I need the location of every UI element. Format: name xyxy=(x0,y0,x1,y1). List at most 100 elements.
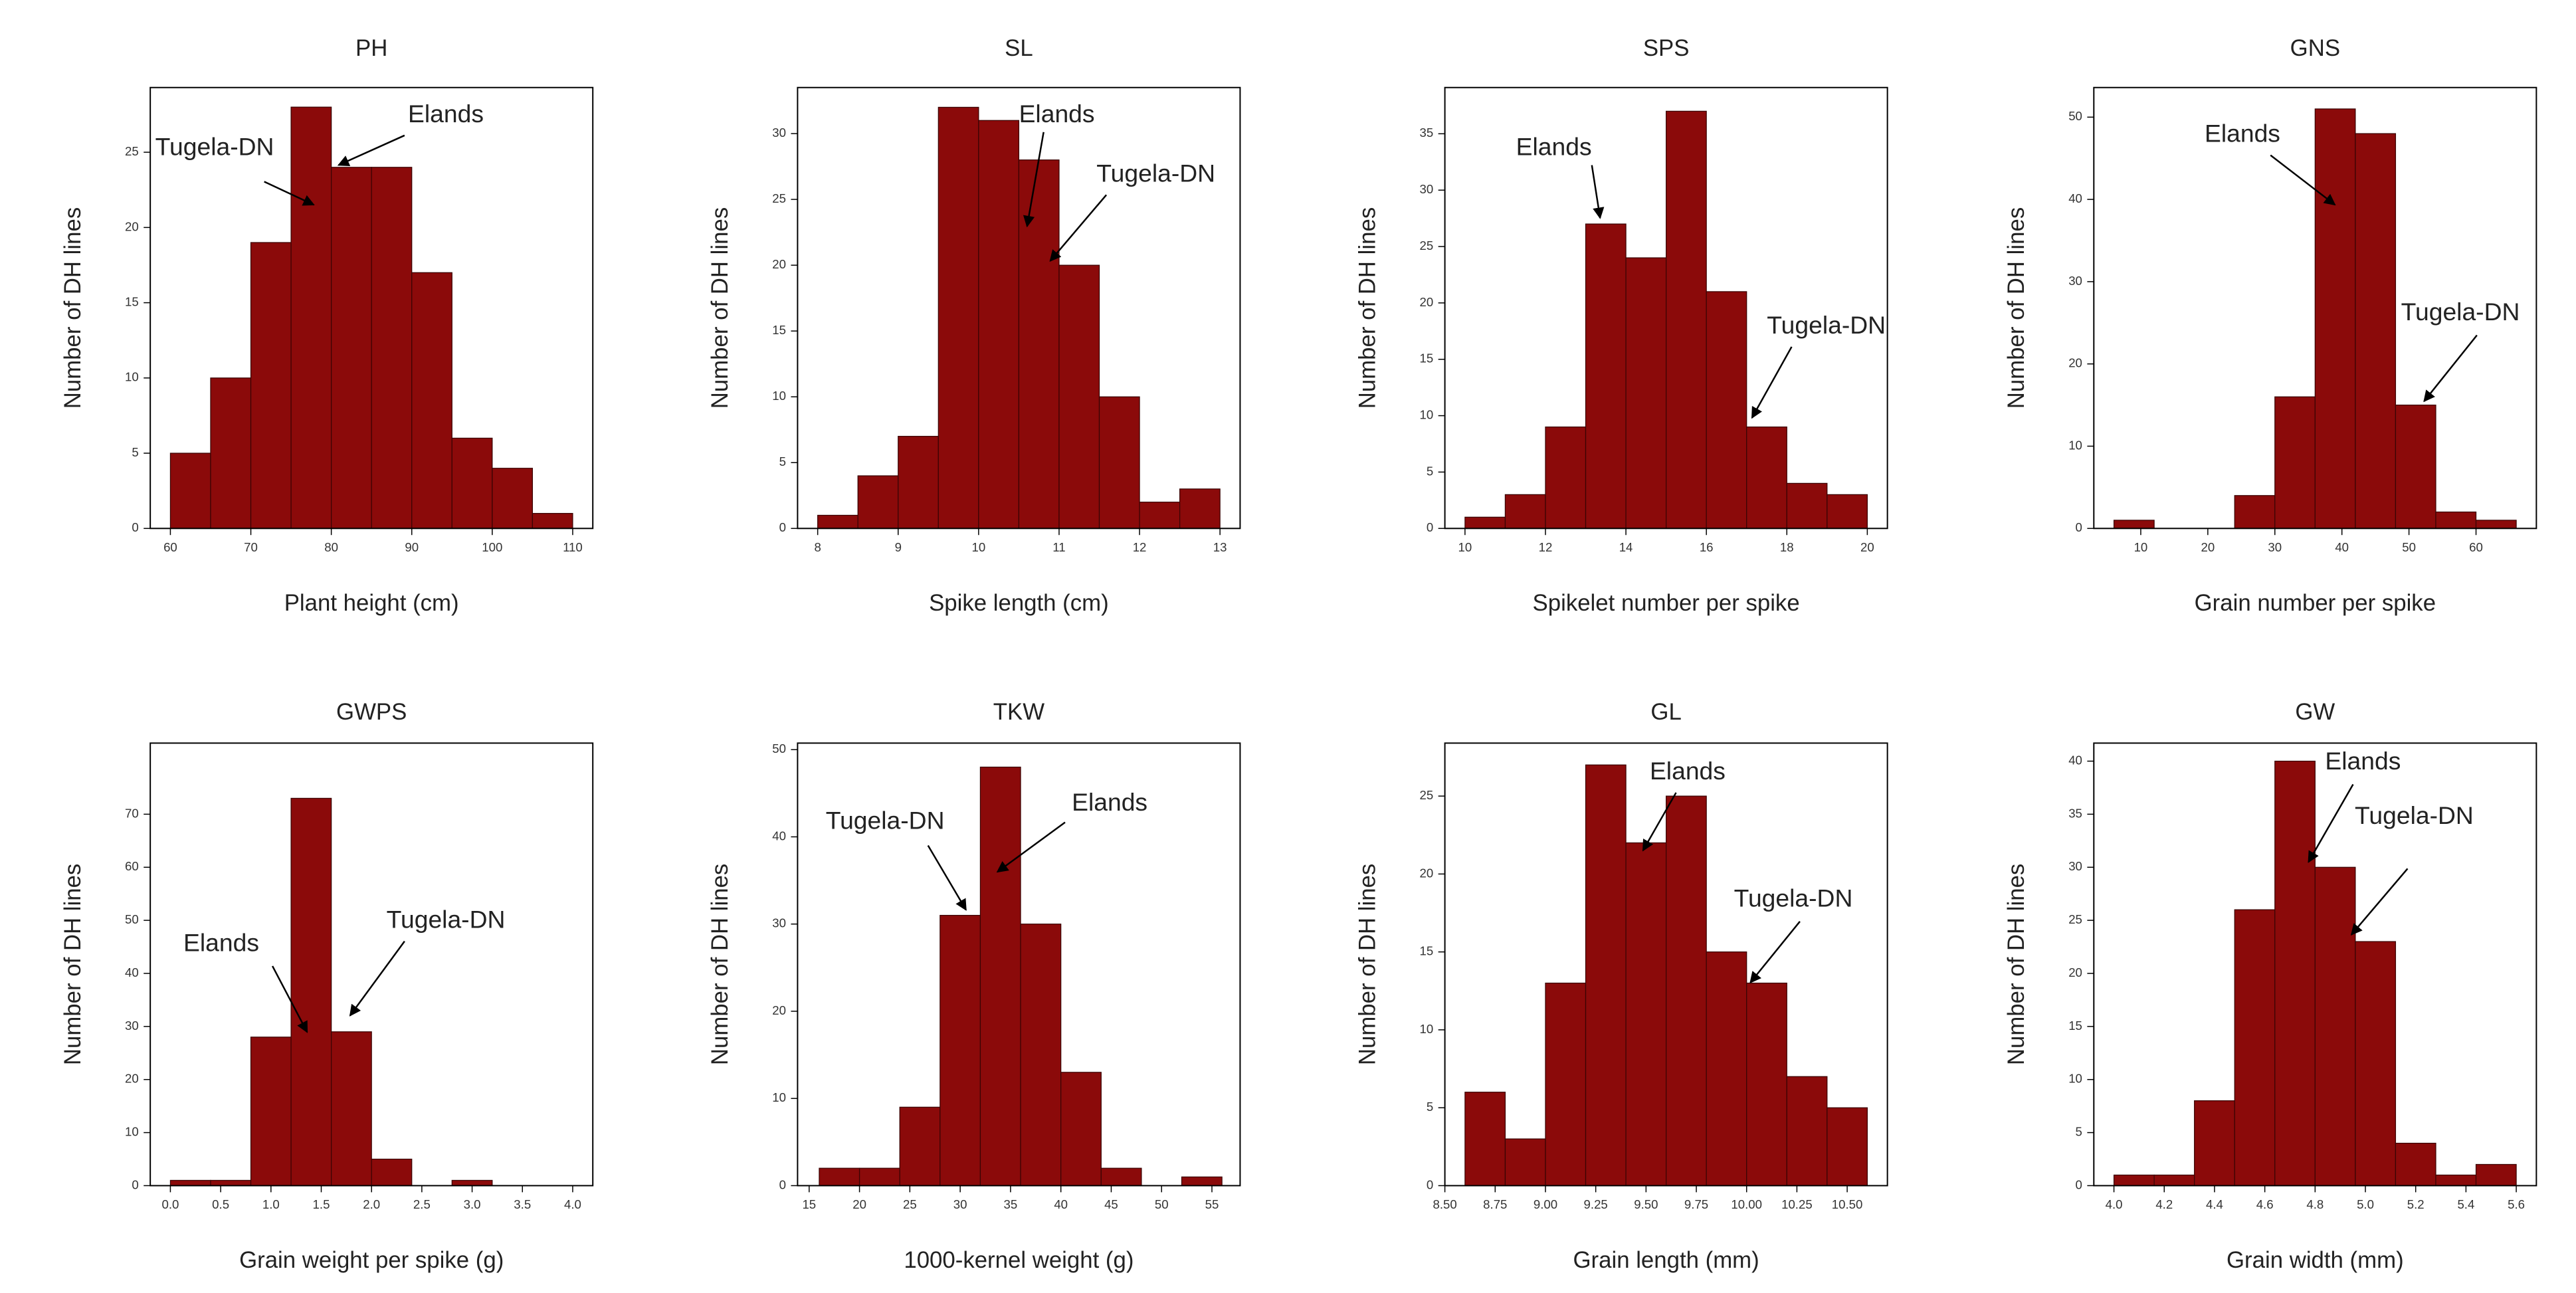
x-axis-label: Grain width (mm) xyxy=(2227,1248,2404,1273)
x-tick-label: 3.5 xyxy=(514,1197,531,1211)
bar xyxy=(1058,264,1100,529)
y-axis-label: Number of DH lines xyxy=(708,207,733,409)
panel-title: PH xyxy=(355,36,387,61)
y-tick-label: 25 xyxy=(772,191,786,205)
y-tick-label: 30 xyxy=(125,1019,139,1033)
y-tick-label: 15 xyxy=(2068,1019,2082,1033)
y-tick-label: 10 xyxy=(1419,1022,1433,1036)
annotation: Tugela-DN xyxy=(1767,311,1886,339)
bar xyxy=(2395,404,2436,529)
x-tick-label: 1.0 xyxy=(262,1197,280,1211)
bar xyxy=(532,513,573,529)
y-tick-label: 25 xyxy=(2068,912,2082,926)
bar xyxy=(371,167,413,529)
bar xyxy=(371,1158,413,1187)
histogram-panel: GL Grain length (mm) Number of DH lines 8.5… xyxy=(1355,700,1888,1273)
histogram-panel: GW Grain width (mm) Number of DH lines 4.0 4… xyxy=(2004,700,2537,1273)
bar xyxy=(2113,520,2155,529)
x-tick-label: 9 xyxy=(895,540,902,554)
y-tick-label: 20 xyxy=(1419,295,1433,309)
y-tick-label: 20 xyxy=(772,257,786,271)
bar xyxy=(2475,1163,2517,1187)
y-tick-label: 15 xyxy=(1419,944,1433,958)
y-axis-label: Number of DH lines xyxy=(708,864,733,1065)
x-tick-label: 4.0 xyxy=(2106,1197,2123,1211)
y-tick-label: 0 xyxy=(2076,1177,2082,1191)
bar xyxy=(2475,520,2517,529)
bar xyxy=(2314,866,2356,1187)
bar xyxy=(210,1179,252,1187)
x-tick-label: 80 xyxy=(324,540,338,554)
bar xyxy=(978,120,1020,529)
bar xyxy=(250,242,292,529)
x-tick-label: 16 xyxy=(1700,540,1714,554)
y-axis-label: Number of DH lines xyxy=(60,864,86,1065)
x-tick-label: 8.75 xyxy=(1483,1197,1507,1211)
panel-title: GW xyxy=(2295,700,2335,725)
bar xyxy=(1666,795,1707,1187)
y-tick-label: 10 xyxy=(772,1090,786,1104)
x-tick-label: 0.5 xyxy=(212,1197,229,1211)
y-tick-label: 30 xyxy=(2068,274,2082,288)
annotation: Tugela-DN xyxy=(826,807,945,835)
annotation-arrow xyxy=(927,845,967,911)
y-tick-label: 50 xyxy=(772,742,786,755)
y-tick-label: 15 xyxy=(125,295,139,309)
bar xyxy=(1179,488,1221,529)
x-tick-label: 9.75 xyxy=(1684,1197,1708,1211)
y-tick-label: 25 xyxy=(1419,788,1433,802)
x-tick-label: 50 xyxy=(2402,540,2416,554)
annotation: Tugela-DN xyxy=(1096,159,1215,187)
y-tick-label: 60 xyxy=(125,859,139,873)
annotation-arrow xyxy=(996,821,1066,873)
plot-frame xyxy=(2093,86,2537,530)
bar xyxy=(1504,1138,1546,1187)
x-tick-label: 9.00 xyxy=(1534,1197,1557,1211)
bar xyxy=(1060,1072,1102,1187)
bar xyxy=(1706,951,1747,1187)
bar xyxy=(1625,842,1667,1187)
x-tick-label: 40 xyxy=(2335,540,2349,554)
bar xyxy=(2234,495,2276,529)
annotation-arrow xyxy=(349,940,405,1017)
x-tick-label: 10.50 xyxy=(1832,1197,1863,1211)
histogram-panel: GWPS Grain weight per spike (g) Number of … xyxy=(60,700,594,1273)
panel-title: SL xyxy=(1005,36,1033,61)
annotation: Tugela-DN xyxy=(1734,884,1853,912)
bar xyxy=(858,1167,900,1187)
bar xyxy=(411,272,452,529)
x-tick-label: 5.0 xyxy=(2357,1197,2374,1211)
histogram-panel: TKW 1000-kernel weight (g) Number of DH li… xyxy=(708,700,1241,1273)
y-tick-label: 40 xyxy=(2068,753,2082,767)
x-tick-label: 55 xyxy=(1205,1197,1219,1211)
y-tick-label: 0 xyxy=(2076,520,2082,534)
x-tick-label: 50 xyxy=(1155,1197,1169,1211)
annotation: Elands xyxy=(183,928,259,956)
histogram-panel: PH Plant height (cm) Number of DH lines 60 7… xyxy=(60,36,594,616)
x-tick-label: 35 xyxy=(1004,1197,1018,1211)
bar xyxy=(1786,1076,1828,1187)
annotation-arrow xyxy=(264,181,315,206)
bar xyxy=(940,914,981,1187)
bar xyxy=(979,766,1021,1187)
histogram-panel: GNS Grain number per spike Number of DH li… xyxy=(2004,36,2537,616)
bar xyxy=(451,1179,493,1187)
bar xyxy=(1545,982,1587,1187)
y-tick-label: 40 xyxy=(772,829,786,843)
y-tick-label: 20 xyxy=(125,1072,139,1086)
x-tick-label: 12 xyxy=(1133,540,1147,554)
x-tick-label: 110 xyxy=(563,540,583,554)
bar xyxy=(1545,426,1587,529)
bar xyxy=(169,1179,211,1187)
x-axis-label: Grain number per spike xyxy=(2195,591,2436,616)
x-tick-label: 10.25 xyxy=(1781,1197,1813,1211)
y-tick-label: 5 xyxy=(1427,1100,1433,1114)
x-tick-label: 8 xyxy=(814,540,821,554)
panel-title: GL xyxy=(1650,700,1681,725)
histogram-panel: SL Spike length (cm) Number of DH lines 8 9 1… xyxy=(708,36,1241,616)
x-tick-label: 15 xyxy=(802,1197,816,1211)
plot-frame xyxy=(1444,742,1888,1187)
x-axis-label: Plant height (cm) xyxy=(284,591,459,616)
x-axis-label: Spikelet number per spike xyxy=(1533,591,1800,616)
